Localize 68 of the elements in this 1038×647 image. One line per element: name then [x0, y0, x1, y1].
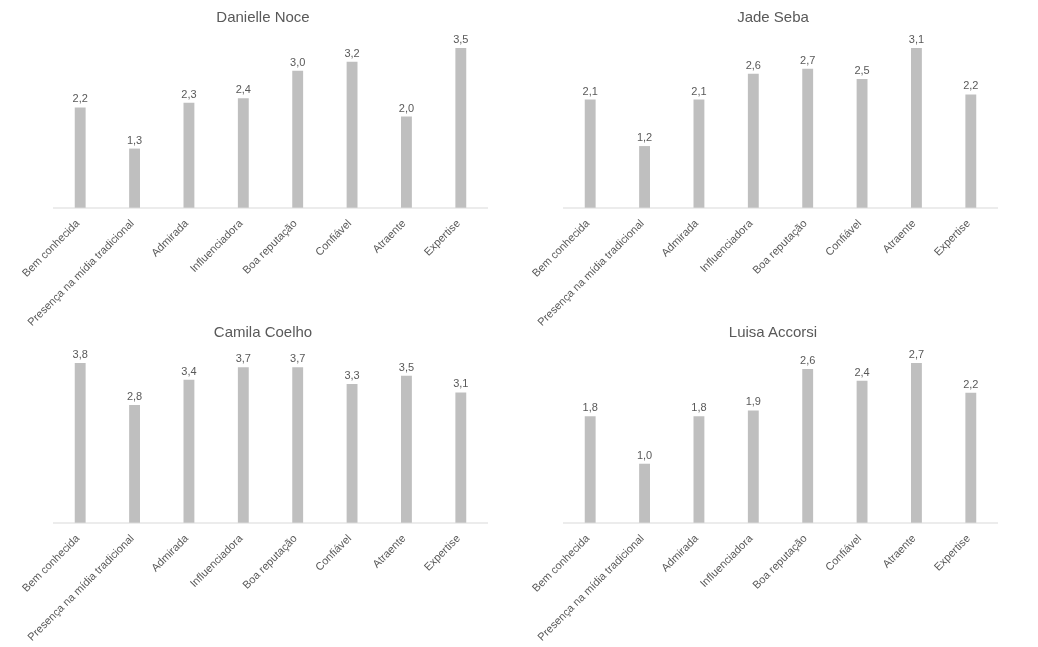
data-label: 2,4	[854, 365, 870, 378]
data-label: 2,4	[235, 83, 251, 96]
bar	[911, 48, 922, 208]
data-label: 2,3	[181, 87, 197, 100]
bar	[856, 78, 868, 208]
data-label: 2,6	[745, 58, 761, 71]
bar	[965, 392, 977, 523]
bar	[74, 107, 86, 208]
bar	[911, 363, 922, 523]
bar	[292, 367, 304, 523]
bar	[639, 463, 650, 523]
data-label: 2,2	[72, 92, 88, 105]
data-label: 3,1	[453, 377, 469, 390]
bar	[237, 367, 249, 523]
bar	[74, 363, 86, 523]
data-label: 2,5	[854, 63, 870, 76]
data-label: 1,2	[636, 131, 653, 144]
bar	[584, 416, 596, 523]
data-label: 2,8	[126, 390, 143, 403]
bar	[965, 94, 977, 208]
data-label: 3,0	[290, 55, 306, 68]
bar	[802, 368, 814, 523]
data-label: 1,3	[126, 133, 143, 146]
bar	[292, 70, 304, 208]
data-label: 3,1	[908, 33, 925, 45]
bar	[856, 380, 868, 523]
data-label: 3,3	[344, 369, 360, 382]
bar	[747, 410, 759, 523]
data-label: 2,7	[908, 348, 925, 360]
bar	[129, 405, 140, 523]
bar	[455, 392, 467, 523]
data-label: 1,0	[636, 448, 653, 461]
data-label: 2,7	[800, 53, 816, 66]
data-label: 2,2	[963, 377, 979, 390]
chart-title: Danielle Noce	[215, 8, 311, 27]
data-label: 3,7	[290, 352, 306, 365]
data-label: 2,6	[800, 353, 816, 366]
bar	[584, 99, 596, 208]
chart-title: Jade Seba	[736, 8, 810, 27]
data-label: 2,0	[398, 101, 415, 114]
chart-title: Camila Coelho	[213, 323, 313, 340]
data-label: 1,8	[691, 401, 707, 414]
bar	[183, 379, 195, 523]
bar	[455, 48, 467, 208]
data-label: 2,2	[963, 79, 979, 92]
bar	[183, 102, 195, 208]
bar	[747, 73, 759, 208]
data-label: 2,1	[691, 84, 707, 97]
data-label: 2,1	[582, 84, 598, 97]
data-label: 1,9	[745, 395, 761, 408]
data-label: 3,2	[344, 46, 360, 59]
bar	[129, 148, 140, 208]
bar	[346, 61, 358, 208]
data-label: 3,5	[453, 33, 469, 45]
chart-title: Luisa Accorsi	[728, 323, 818, 340]
bar	[802, 68, 814, 208]
data-label: 3,8	[72, 348, 88, 360]
bar	[693, 99, 705, 208]
bar	[237, 98, 249, 208]
data-label: 3,5	[398, 360, 415, 373]
data-label: 3,4	[181, 364, 197, 377]
bar	[346, 384, 358, 523]
bar	[639, 146, 650, 208]
bar	[401, 116, 412, 208]
bar	[693, 416, 705, 523]
data-label: 3,7	[235, 352, 251, 365]
bar	[401, 375, 412, 523]
data-label: 1,8	[582, 401, 598, 414]
